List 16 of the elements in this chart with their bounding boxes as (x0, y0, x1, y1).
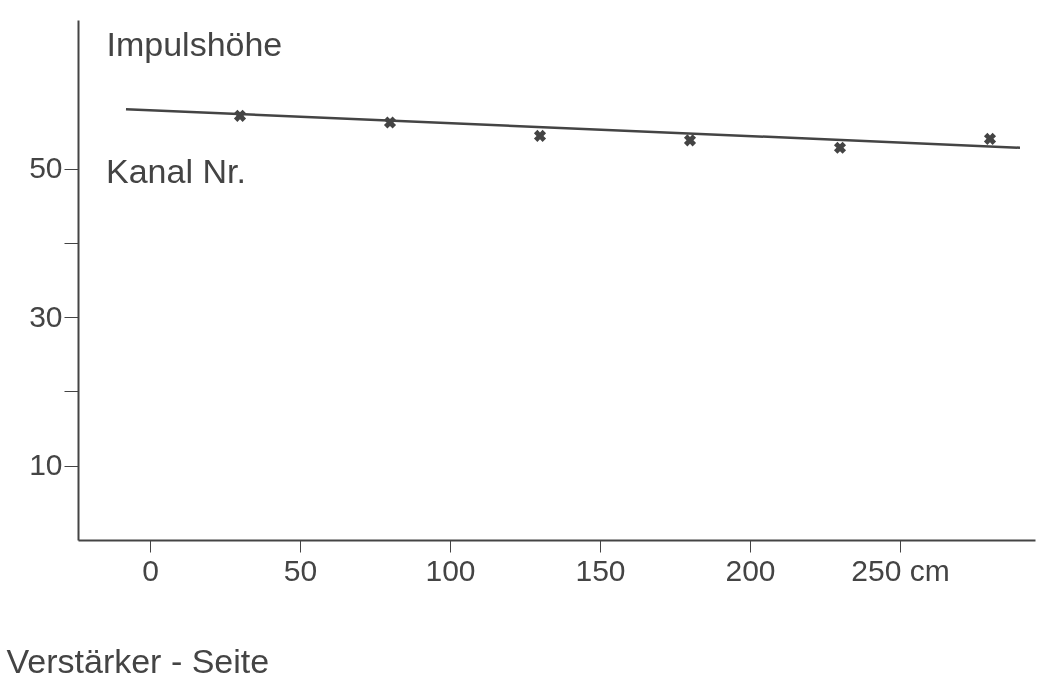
x-tick-label: 200 (725, 553, 776, 587)
annotation: Kanal Nr. (106, 152, 246, 190)
point (833, 141, 847, 154)
y-tick-label: 50 (29, 151, 63, 185)
x-tick-label: 150 (575, 553, 626, 587)
x-tick-label: 0 (142, 553, 159, 587)
point (533, 129, 547, 142)
x-axis-title: Verstärker - Seite (6, 641, 270, 680)
point (683, 134, 697, 147)
x-tick-label: 50 (283, 553, 318, 587)
x-tick-label: 100 (425, 553, 476, 587)
y-tick-label: 10 (29, 448, 63, 482)
point (983, 132, 997, 145)
y-axis-title: Impulshöhe (106, 24, 283, 63)
y-tick-label: 30 (29, 299, 63, 333)
x-tick-label: 250 cm (851, 553, 950, 587)
